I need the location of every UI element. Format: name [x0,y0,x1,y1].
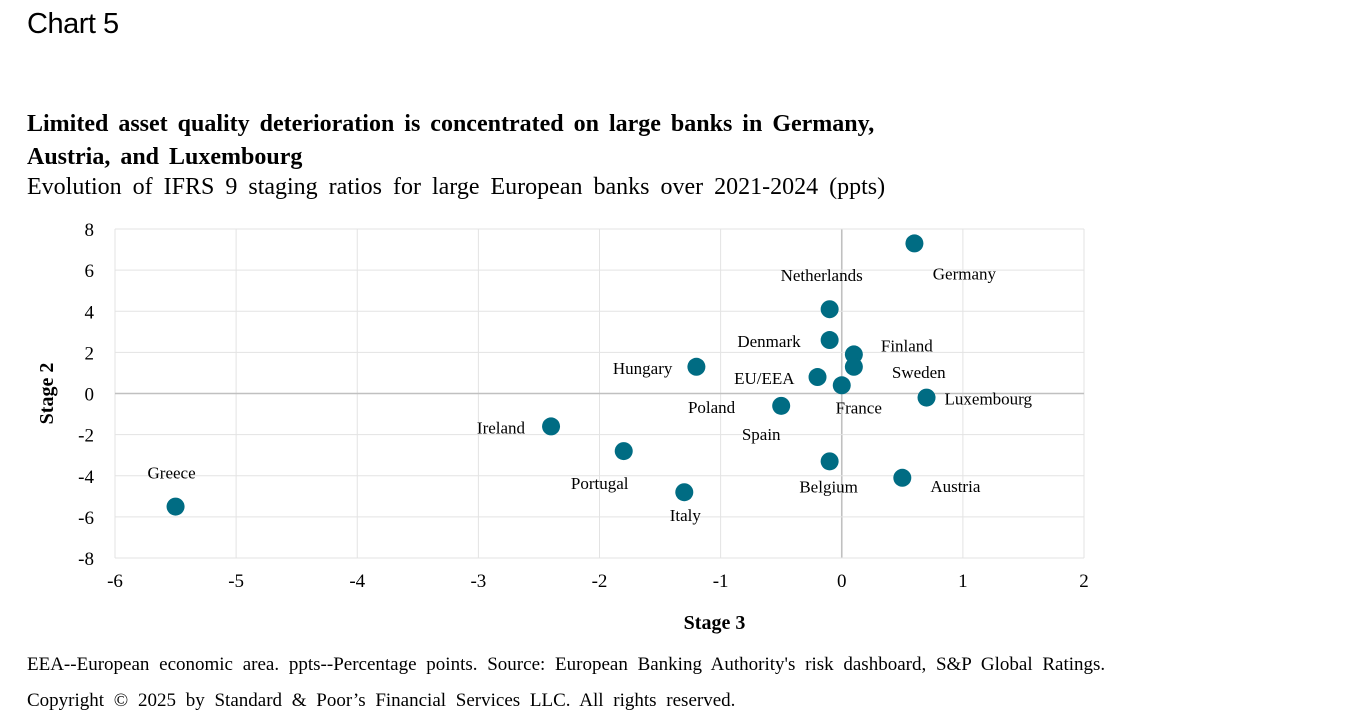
copyright-note: Copyright © 2025 by Standard & Poor’s Fi… [27,690,736,711]
x-tick-label: -1 [713,571,729,592]
chart-subtitle: Evolution of IFRS 9 staging ratios for l… [27,174,886,200]
data-point [893,468,912,487]
y-tick-label: 8 [85,220,95,241]
data-label: Austria [930,477,981,496]
y-axis-title: Stage 2 [36,363,58,425]
data-label: Portugal [571,474,629,493]
data-label: Hungary [613,359,673,378]
x-tick-label: -3 [470,571,486,592]
data-point [905,234,924,253]
data-point [687,357,706,376]
y-tick-label: -4 [78,467,94,488]
x-axis-title: Stage 3 [684,612,746,634]
chart-number-label: Chart 5 [27,8,119,40]
data-point [820,331,839,350]
data-point [542,417,561,436]
data-label: Spain [742,425,781,444]
x-tick-label: -6 [107,571,123,592]
data-label: Netherlands [781,266,863,285]
data-point [917,388,936,407]
data-label: Denmark [737,332,801,351]
x-tick-label: -2 [592,571,608,592]
y-tick-label: 0 [85,385,95,406]
data-points [166,234,936,516]
x-tick-label: -5 [228,571,244,592]
data-point [844,345,863,364]
data-point [808,368,827,387]
x-tick-label: 1 [958,571,968,592]
tick-labels: -6 -5 -4 -3 -2 -1 0 1 2 8 6 4 2 0 -2 -4 -6 -8 [78,220,1089,592]
data-point [832,376,851,395]
data-label: Germany [933,264,997,283]
data-point [820,300,839,319]
y-tick-label: 2 [85,343,95,364]
chart-title-line-2: Austria, and Luxembourg [27,144,303,170]
data-label: Finland [881,336,933,355]
data-label: France [836,398,882,417]
data-point [772,396,791,415]
x-tick-label: 2 [1079,571,1089,592]
data-point [166,497,185,516]
chart-title: Limited asset quality deterioration is c… [27,108,1067,174]
y-tick-label: 6 [85,261,95,282]
x-tick-label: 0 [837,571,847,592]
y-tick-label: 4 [85,302,95,323]
y-tick-label: -2 [78,426,94,447]
data-label: Sweden [892,363,946,382]
data-label: Italy [670,506,702,525]
y-tick-label: -6 [78,508,94,529]
data-point [675,483,694,502]
y-tick-label: -8 [78,549,94,570]
data-point [614,442,633,461]
x-tick-label: -4 [349,571,365,592]
source-note: EEA--European economic area. ppts--Perce… [27,654,1106,675]
data-label: Ireland [477,418,526,437]
data-point [820,452,839,471]
data-point [844,357,863,376]
data-labels: Germany Netherlands Denmark Finland Sweden EU… [148,264,1033,525]
data-label: Greece [148,464,196,483]
data-label: Belgium [799,477,858,496]
data-label: EU/EEA [734,369,795,388]
data-label: Luxembourg [945,390,1033,409]
data-label: Poland [688,398,736,417]
chart-title-line-1: Limited asset quality deterioration is c… [27,111,875,137]
gridlines [114,228,1085,559]
